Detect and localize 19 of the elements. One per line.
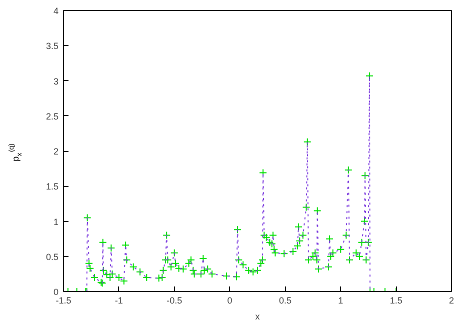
y-tick-label: 3.5 xyxy=(46,41,59,52)
x-tick-label: 1 xyxy=(338,296,344,306)
y-tick-label: 2 xyxy=(53,146,59,156)
y-tick-label: 4 xyxy=(53,6,59,16)
x-tick-label: -1 xyxy=(114,296,123,306)
x-tick-label: 2 xyxy=(448,296,454,306)
x-tick-label: 1.5 xyxy=(390,296,402,306)
y-tick-label: 1 xyxy=(53,216,59,227)
y-tick-label: 0 xyxy=(53,287,59,297)
x-axis-title: x xyxy=(255,312,260,322)
y-tick-label: 0.5 xyxy=(46,252,59,262)
y-tick-label: 1.5 xyxy=(46,182,59,192)
y-tick-label: 2.5 xyxy=(46,111,59,122)
x-tick-label: -1.5 xyxy=(56,296,72,306)
x-tick-label: 0.5 xyxy=(278,296,292,306)
line-series xyxy=(86,75,371,292)
y-tick-label: 3 xyxy=(53,76,59,86)
x-tick-label: -0.5 xyxy=(166,296,182,306)
x-tick-label: 0 xyxy=(227,296,232,306)
